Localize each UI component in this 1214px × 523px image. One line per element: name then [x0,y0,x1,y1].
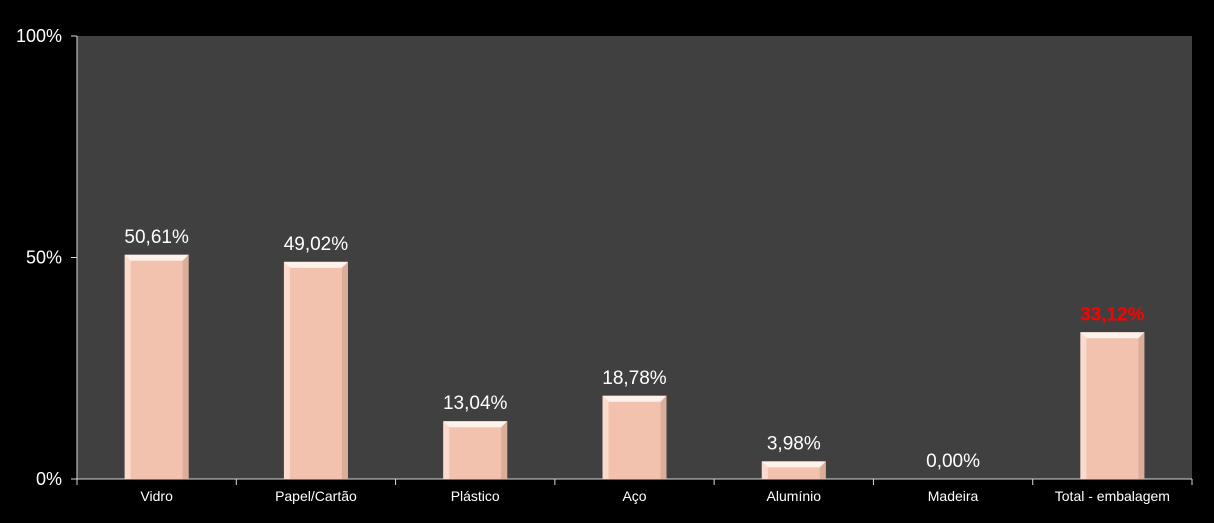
data-label: 13,04% [443,393,508,414]
data-label: 49,02% [284,234,349,255]
bar-2 [283,261,348,479]
category-label: Vidro [140,488,173,504]
bar-bevel-right [660,395,667,479]
x-axis-ticks [76,479,1193,485]
category-label: Aço [622,488,646,504]
data-label: 18,78% [602,368,667,389]
bar-bevel-right [1138,332,1145,479]
category-label: Total - embalagem [1055,488,1170,504]
bar-body [443,421,508,479]
bar-3 [443,421,508,479]
bar-bevel-top [602,395,667,402]
category-labels-group: Vidro Papel/Cartão Plástico Aço Alumínio Made… [140,488,1170,504]
bar-7 [1080,332,1145,479]
bar-bevel-left [283,261,290,479]
y-tick-label: 0% [36,469,62,489]
y-tick-label: 100% [16,26,62,46]
bar-bevel-right [501,421,508,479]
bar-body [283,261,348,479]
bar-bevel-right [182,254,189,479]
bar-bevel-top [283,261,348,268]
data-label: 50,61% [124,227,189,248]
bar-4 [602,395,667,479]
bar-bevel-top [1080,332,1145,339]
y-axis-ticks: 0% 50% 100% [16,26,77,489]
bar-bevel-right [819,461,826,479]
bar-1 [124,254,189,479]
bar-bevel-left [1080,332,1087,479]
bar-5 [761,461,826,479]
category-label: Papel/Cartão [275,488,357,504]
data-label: 33,12% [1080,304,1145,325]
bar-bevel-top [443,421,508,428]
category-label: Plástico [451,488,500,504]
bar-body [124,254,189,479]
data-label: 0,00% [926,451,980,472]
bar-body [602,395,667,479]
category-label: Madeira [928,488,979,504]
bar-bevel-left [761,461,768,479]
bar-bevel-top [761,461,826,468]
data-labels-group: 50,61% 49,02% 13,04% 18,78% 3,98% 0,00% 33,12% [124,227,1144,472]
category-label: Alumínio [767,488,822,504]
bar-bevel-left [443,421,450,479]
bar-body [1080,332,1145,479]
bar-bevel-left [124,254,131,479]
bars-group [124,254,1145,479]
data-label: 3,98% [767,433,821,454]
bar-bevel-left [602,395,609,479]
bar-bevel-right [341,261,348,479]
bar-bevel-top [124,254,189,261]
y-tick-label: 50% [26,248,62,268]
